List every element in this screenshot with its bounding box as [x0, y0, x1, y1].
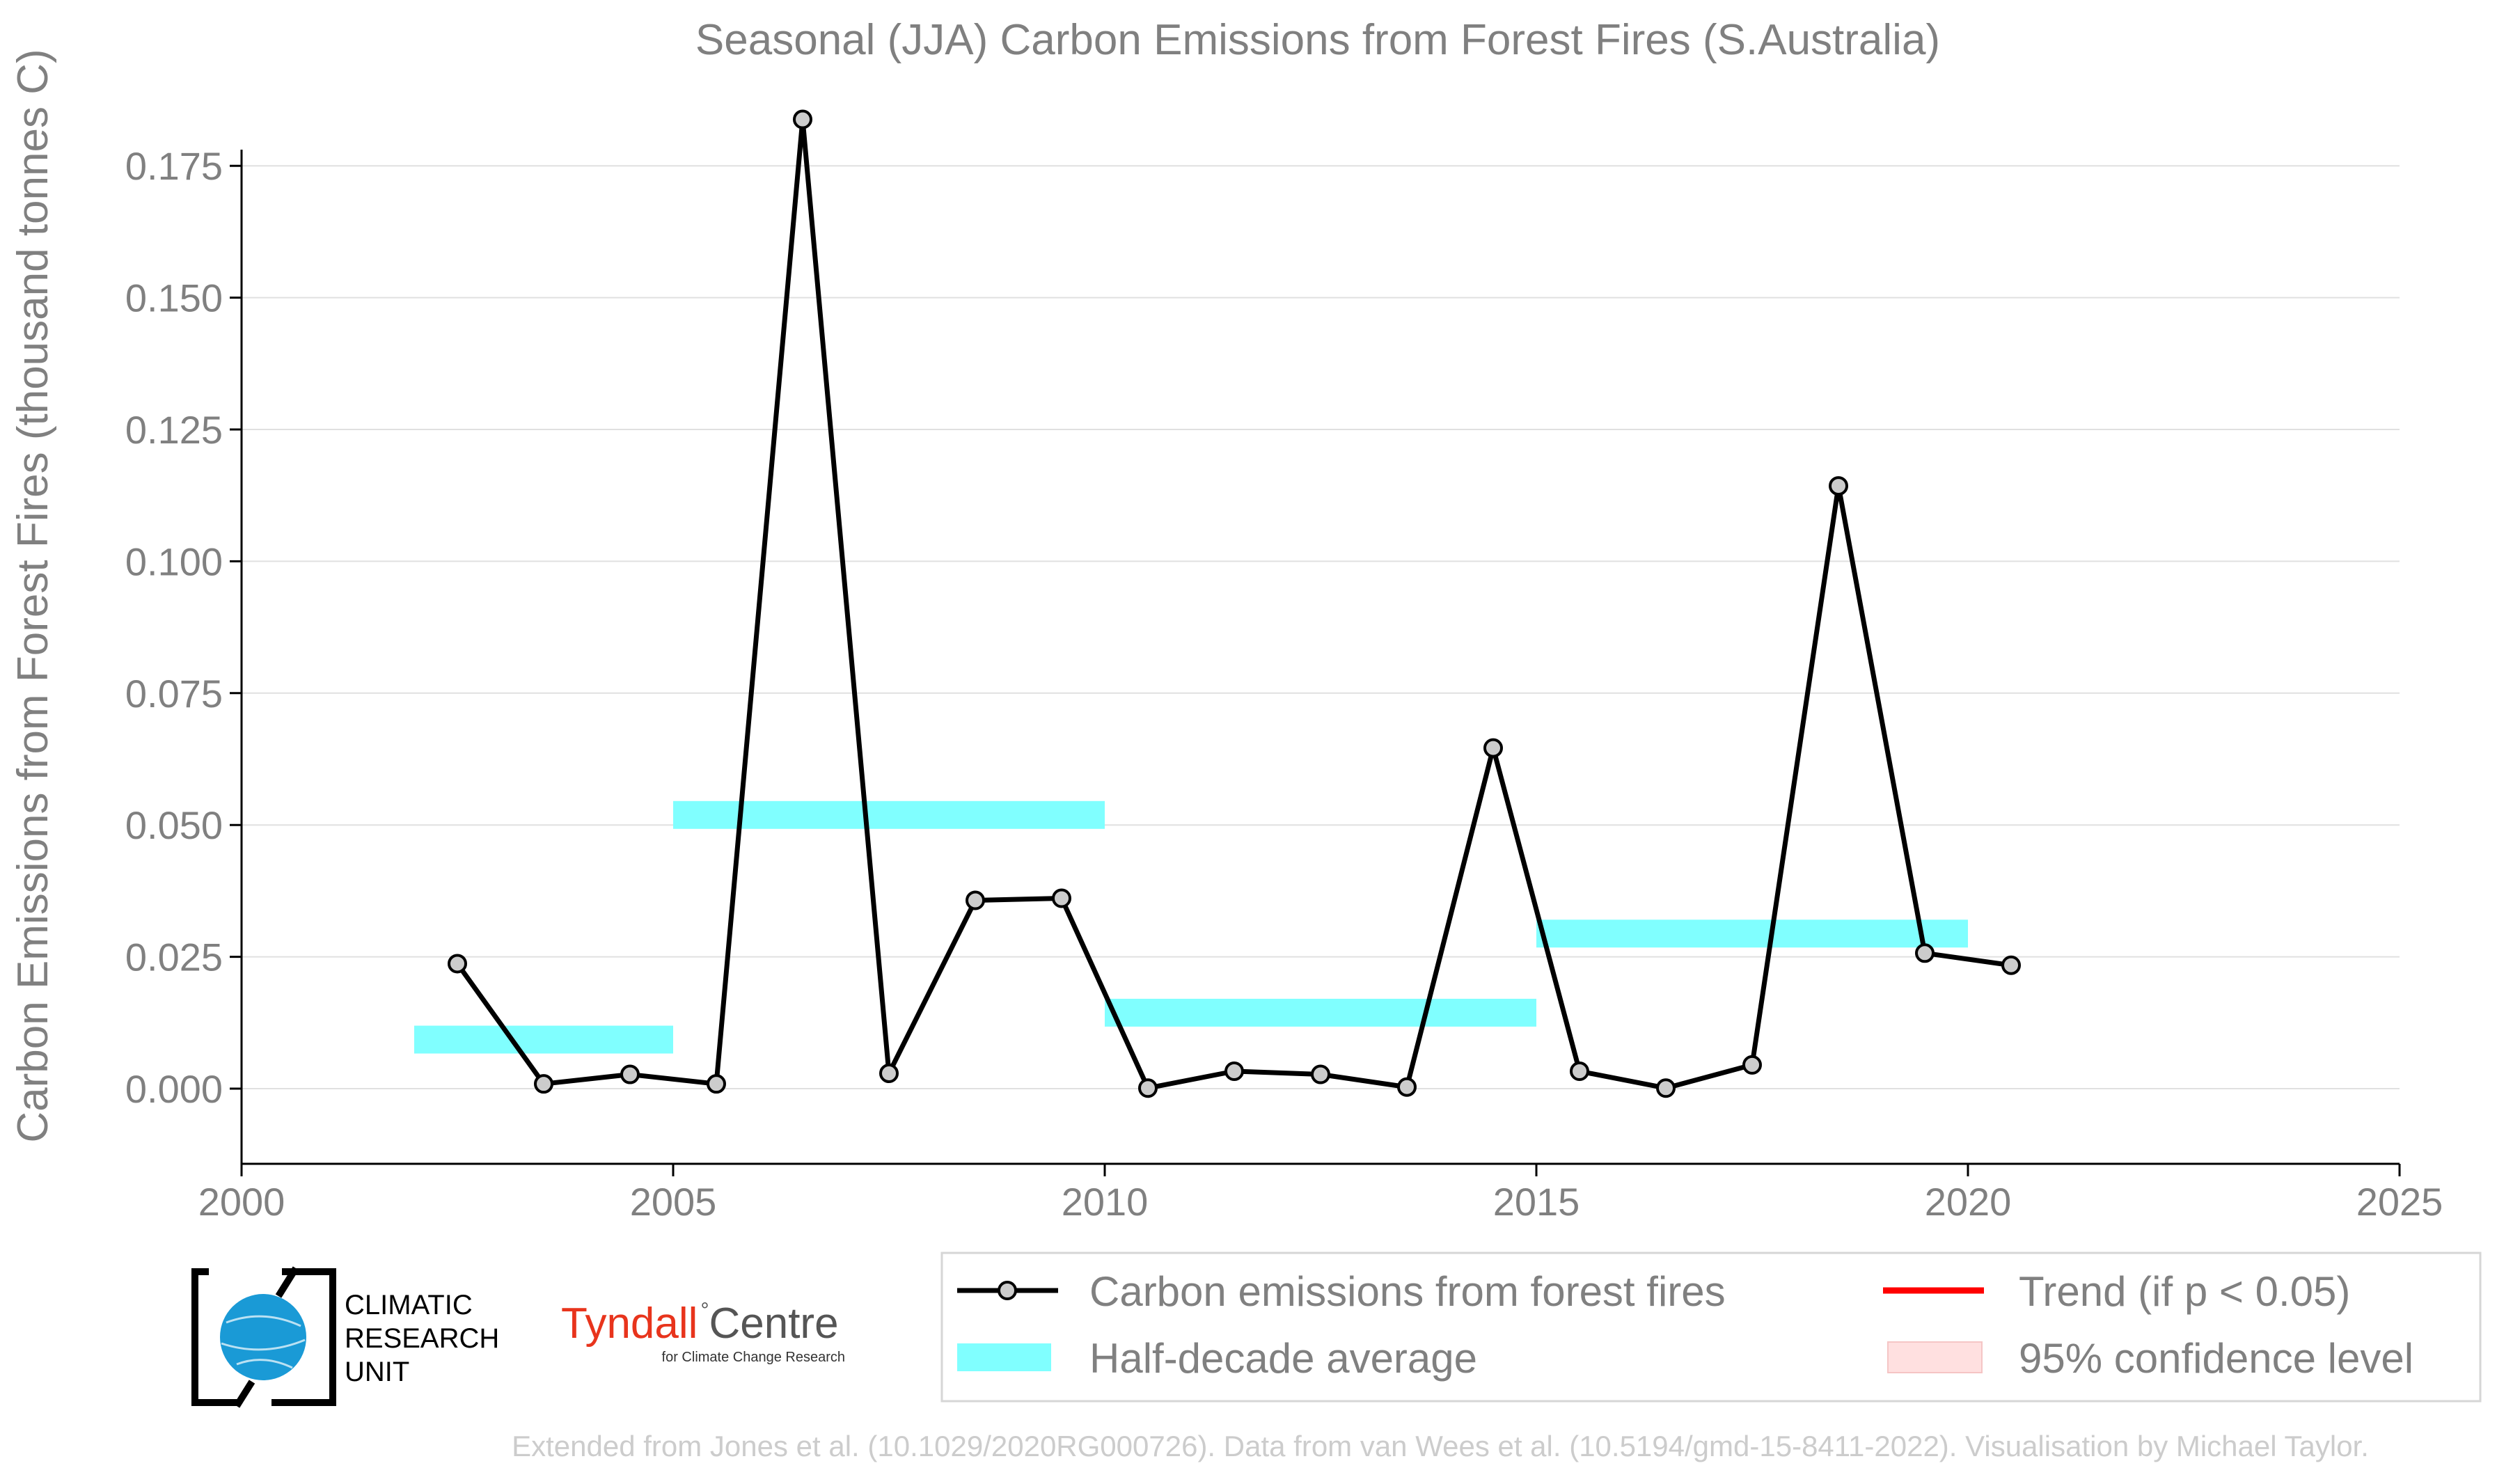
y-tick-label: 0.100 — [125, 539, 223, 583]
data-point — [966, 890, 985, 910]
legend-item-half-decade: Half-decade average — [957, 1335, 1477, 1382]
legend-label-emissions: Carbon emissions from forest fires — [1089, 1268, 1726, 1315]
data-point — [448, 954, 467, 974]
data-point — [1656, 1078, 1676, 1098]
data-point — [1570, 1061, 1589, 1081]
globe-icon — [220, 1294, 306, 1380]
x-tick-label: 2020 — [1925, 1180, 2012, 1224]
data-point — [1311, 1064, 1330, 1084]
half-decade-band — [673, 800, 1105, 829]
y-tick-label: 0.050 — [125, 803, 223, 847]
y-tick-label: 0.075 — [125, 672, 223, 716]
legend-frame — [940, 1252, 2482, 1403]
data-point — [1224, 1061, 1244, 1081]
half-decade-average-bands — [414, 800, 1968, 1054]
data-point — [534, 1074, 553, 1094]
data-point — [1397, 1077, 1417, 1097]
tyndall-logo-subtitle: for Climate Change Research — [662, 1350, 845, 1365]
y-axis-label: Carbon Emissions from Forest Fires (thou… — [9, 49, 57, 1142]
tyndall-logo-centre: Centre — [709, 1300, 838, 1348]
legend-item-emissions: Carbon emissions from forest fires — [957, 1268, 1726, 1315]
y-tick-label: 0.125 — [125, 408, 223, 452]
data-point — [1829, 476, 1848, 496]
data-point — [793, 109, 812, 129]
x-tick-label: 2015 — [1493, 1180, 1580, 1224]
half-decade-band — [1536, 919, 1968, 948]
chart-title: Seasonal (JJA) Carbon Emissions from For… — [695, 16, 1940, 64]
data-point — [1052, 888, 1071, 908]
half-decade-band — [1105, 998, 1536, 1027]
y-axis: 0.000 0.025 0.050 0.075 0.100 0.125 0.150 0.175 — [125, 144, 243, 1164]
data-point — [2001, 955, 2021, 975]
series — [448, 109, 2021, 1098]
footer-credits: Extended from Jones et al. (10.1029/2020… — [512, 1430, 2369, 1462]
data-point — [1483, 738, 1503, 758]
data-point — [1138, 1078, 1158, 1098]
svg-text:Tyndall°Centre: Tyndall °Centre — [561, 1299, 839, 1348]
tyndall-logo: Tyndall °Centre for Climate Change Resear… — [561, 1299, 845, 1365]
cru-logo-line-2: RESEARCH — [345, 1323, 499, 1354]
y-tick-label: 0.000 — [125, 1067, 223, 1111]
cru-logo-line-3: UNIT — [345, 1357, 409, 1387]
half-decade-band — [414, 1025, 673, 1054]
y-tick-label: 0.150 — [125, 276, 223, 320]
legend-item-confidence: 95% confidence level — [1887, 1335, 2413, 1382]
legend: Carbon emissions from forest fires Trend… — [940, 1252, 2482, 1403]
data-point — [707, 1074, 726, 1094]
data-point — [1742, 1055, 1762, 1075]
legend-item-trend: Trend (if p < 0.05) — [1883, 1268, 2350, 1315]
cru-logo: CLIMATIC RESEARCH UNIT — [191, 1266, 499, 1408]
x-tick-label: 2010 — [1062, 1180, 1149, 1224]
y-tick-label: 0.025 — [125, 936, 223, 979]
legend-label-half-decade: Half-decade average — [1089, 1335, 1477, 1382]
legend-label-confidence: 95% confidence level — [2019, 1335, 2413, 1382]
cru-logo-line-1: CLIMATIC — [345, 1290, 473, 1320]
x-axis: 2000 2005 2010 2015 2020 2025 — [198, 1162, 2443, 1224]
x-tick-label: 2000 — [198, 1180, 285, 1224]
y-tick-label: 0.175 — [125, 144, 223, 188]
data-point — [1915, 943, 1935, 963]
data-point — [879, 1064, 899, 1084]
data-point — [620, 1064, 640, 1084]
x-tick-label: 2005 — [630, 1180, 717, 1224]
tyndall-logo-name: Tyndall — [561, 1300, 698, 1348]
legend-label-trend: Trend (if p < 0.05) — [2019, 1268, 2350, 1315]
x-tick-label: 2025 — [2356, 1180, 2443, 1224]
grid — [242, 165, 2400, 1089]
